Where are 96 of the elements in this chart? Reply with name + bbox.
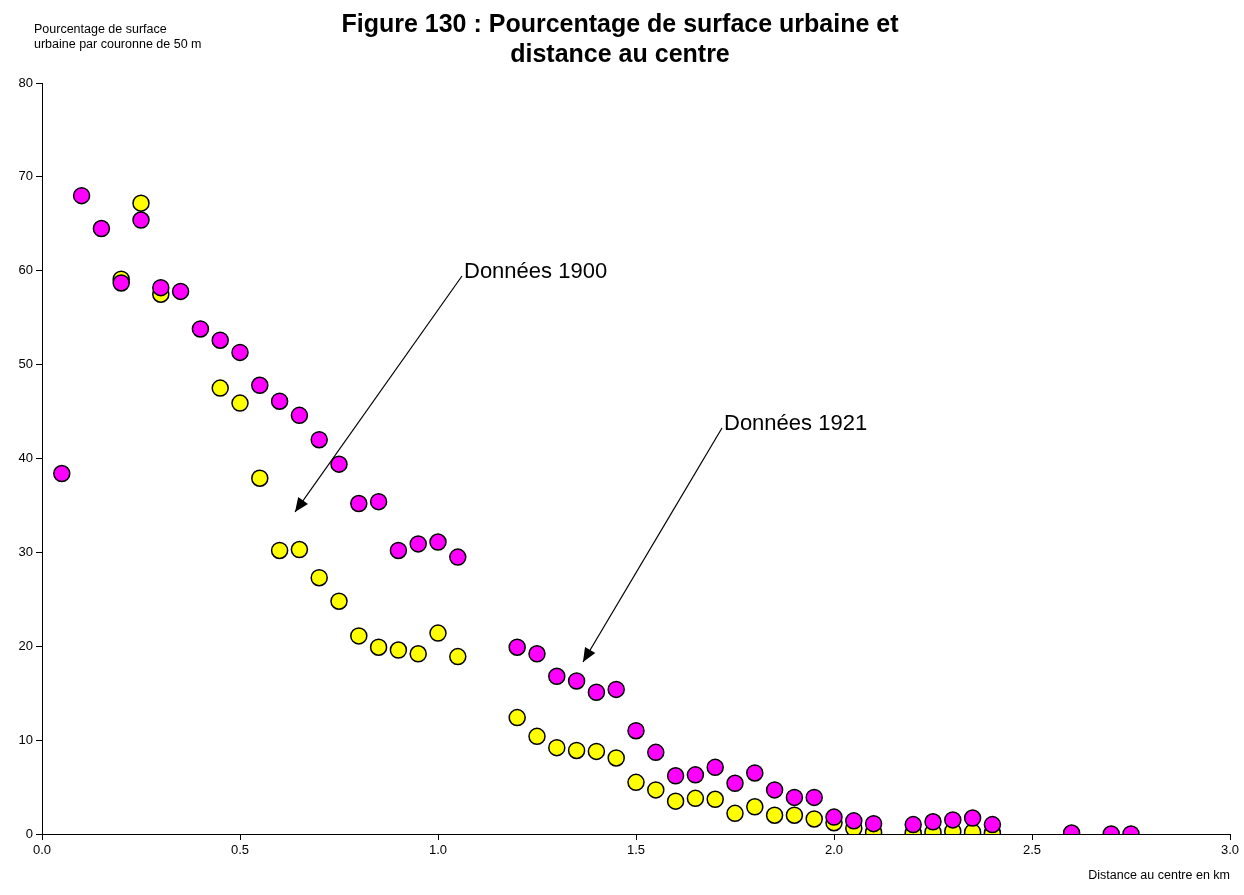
y-tick-label: 20 bbox=[18, 637, 33, 653]
y-tick-label: 10 bbox=[18, 731, 33, 747]
y-tick-label: 0 bbox=[25, 825, 33, 841]
point bbox=[587, 683, 606, 701]
point bbox=[706, 790, 724, 809]
point bbox=[607, 680, 625, 699]
point bbox=[785, 806, 804, 824]
point bbox=[765, 806, 784, 824]
point bbox=[290, 540, 309, 559]
point bbox=[270, 392, 289, 410]
point bbox=[429, 533, 447, 551]
point bbox=[330, 592, 348, 610]
point bbox=[746, 798, 764, 816]
x-tick-label: 1.0 bbox=[428, 842, 448, 858]
point bbox=[686, 789, 705, 808]
x-axis-title: Distance au centre en km bbox=[1088, 868, 1230, 882]
x-tick-label: 2.0 bbox=[824, 842, 844, 858]
point bbox=[963, 809, 982, 827]
chart-title: Figure 130 : Pourcentage de surface urbaine et distance au centre bbox=[340, 8, 900, 68]
point bbox=[944, 811, 962, 829]
x-tick-label: 3.0 bbox=[1220, 842, 1240, 858]
point bbox=[389, 641, 408, 659]
y-tick-label: 40 bbox=[18, 450, 33, 466]
y-tick-label: 80 bbox=[18, 74, 33, 90]
point bbox=[152, 278, 170, 297]
point bbox=[508, 708, 526, 727]
point bbox=[528, 727, 546, 746]
point bbox=[251, 376, 269, 395]
point bbox=[528, 645, 546, 663]
point bbox=[53, 464, 71, 483]
point bbox=[805, 810, 823, 828]
point bbox=[429, 624, 447, 642]
point bbox=[627, 721, 645, 740]
x-tick-label: 0.5 bbox=[230, 842, 250, 858]
point bbox=[132, 194, 150, 212]
point bbox=[666, 792, 685, 810]
x-tick-label: 2.5 bbox=[1022, 842, 1042, 858]
point bbox=[231, 394, 249, 412]
point bbox=[350, 494, 368, 513]
point bbox=[627, 773, 645, 792]
annotation: Données 1900 bbox=[464, 258, 608, 284]
point bbox=[706, 758, 724, 777]
point bbox=[211, 331, 229, 349]
point bbox=[607, 749, 625, 767]
y-tick-label: 30 bbox=[18, 543, 33, 559]
point bbox=[211, 379, 229, 397]
point bbox=[508, 638, 526, 656]
point bbox=[924, 813, 942, 831]
point bbox=[904, 815, 922, 834]
point bbox=[587, 742, 606, 761]
point bbox=[785, 788, 804, 807]
point bbox=[864, 814, 883, 833]
point bbox=[92, 219, 111, 238]
point bbox=[567, 741, 586, 760]
point bbox=[666, 767, 685, 785]
point bbox=[369, 492, 388, 511]
x-tick-label: 0.0 bbox=[32, 842, 52, 858]
point bbox=[647, 743, 665, 762]
y-tick-label: 60 bbox=[18, 262, 33, 278]
point bbox=[389, 541, 408, 560]
point bbox=[765, 781, 784, 799]
point bbox=[251, 469, 269, 487]
point bbox=[112, 274, 130, 292]
x-tick-label: 1.5 bbox=[626, 842, 646, 858]
point bbox=[310, 568, 328, 587]
point bbox=[330, 455, 348, 473]
point bbox=[726, 774, 744, 793]
point bbox=[567, 672, 586, 690]
point bbox=[72, 186, 91, 205]
point bbox=[369, 638, 388, 656]
point bbox=[310, 430, 328, 449]
point bbox=[726, 804, 744, 823]
point bbox=[845, 812, 863, 830]
point bbox=[270, 541, 289, 560]
point bbox=[548, 738, 566, 757]
point bbox=[231, 343, 249, 362]
point bbox=[449, 548, 467, 566]
point bbox=[686, 766, 705, 784]
point bbox=[746, 764, 764, 782]
annotation: Données 1921 bbox=[724, 410, 868, 436]
point bbox=[548, 667, 566, 686]
y-tick-label: 50 bbox=[18, 356, 33, 372]
point bbox=[409, 535, 427, 553]
point bbox=[171, 282, 190, 301]
point bbox=[409, 645, 427, 663]
y-tick-label: 70 bbox=[18, 168, 33, 184]
point bbox=[350, 627, 368, 645]
point bbox=[805, 788, 823, 807]
point bbox=[647, 781, 665, 799]
point bbox=[132, 211, 150, 229]
point bbox=[191, 320, 210, 338]
point bbox=[983, 815, 1002, 834]
point bbox=[290, 406, 309, 425]
point bbox=[449, 647, 467, 666]
y-axis-title: Pourcentage de surface urbaine par couronne de 50 m bbox=[34, 22, 203, 52]
point bbox=[825, 808, 843, 826]
